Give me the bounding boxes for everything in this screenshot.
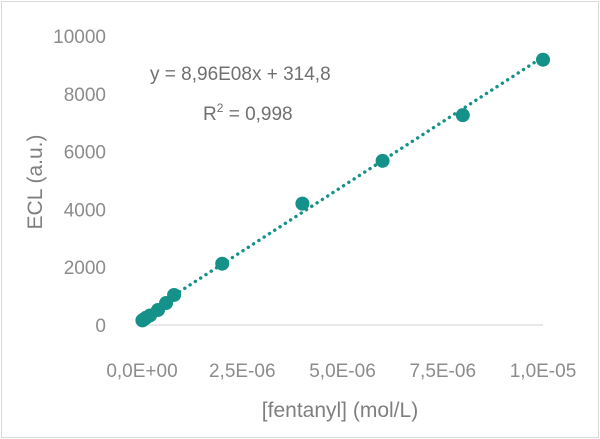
r-squared-label: R2 = 0,998 bbox=[203, 101, 293, 125]
data-point bbox=[167, 287, 182, 302]
y-tick-label: 6000 bbox=[64, 143, 106, 164]
y-tick-label: 8000 bbox=[64, 85, 106, 106]
y-axis-title: ECL (a.u.) bbox=[24, 135, 47, 230]
trendline-equation: y = 8,96E08x + 314,8 bbox=[150, 64, 331, 85]
x-tick-label: 7,5E-06 bbox=[409, 361, 476, 382]
x-tick-label: 1,0E-05 bbox=[510, 361, 577, 382]
x-tick-label: 2,5E-06 bbox=[209, 361, 276, 382]
data-points bbox=[135, 52, 550, 328]
data-point bbox=[375, 153, 390, 168]
x-tick-label: 5,0E-06 bbox=[309, 361, 376, 382]
data-point bbox=[215, 256, 230, 271]
y-tick-label: 4000 bbox=[64, 200, 106, 221]
r-squared-value: = 0,998 bbox=[223, 104, 292, 125]
data-point bbox=[455, 108, 470, 123]
y-tick-label: 2000 bbox=[64, 258, 106, 279]
y-tick-label: 0 bbox=[95, 316, 106, 337]
trendline bbox=[140, 55, 545, 318]
data-point bbox=[536, 52, 550, 67]
x-tick-labels: 0,0E+00 2,5E-06 5,0E-06 7,5E-06 1,0E-05 bbox=[106, 361, 576, 382]
data-point bbox=[295, 196, 310, 211]
y-tick-labels: 0 2000 4000 6000 8000 10000 bbox=[53, 27, 106, 337]
x-tick-label: 0,0E+00 bbox=[106, 361, 177, 382]
r-squared-exponent: 2 bbox=[217, 101, 224, 115]
x-axis-title: [fentanyl] (mol/L) bbox=[262, 399, 418, 422]
y-tick-label: 10000 bbox=[53, 27, 106, 48]
r-squared-r: R bbox=[203, 104, 217, 125]
